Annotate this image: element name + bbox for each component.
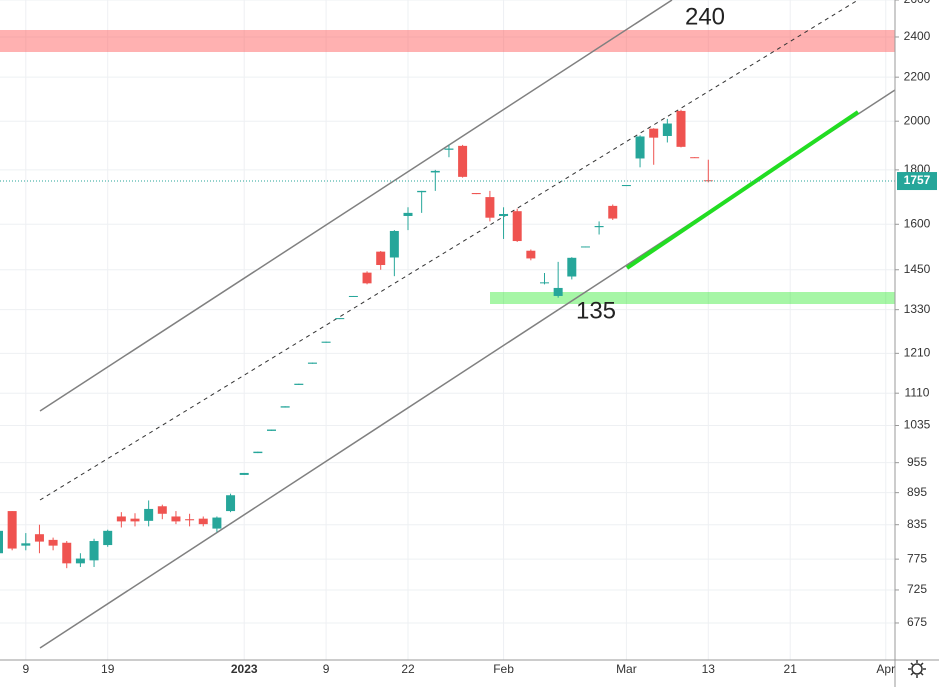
y-tick-label: 675 bbox=[907, 615, 927, 629]
candle-body bbox=[185, 519, 195, 521]
candle-body bbox=[130, 518, 140, 522]
candle-body bbox=[103, 530, 113, 546]
candle-body bbox=[430, 170, 440, 173]
candle-body bbox=[34, 534, 44, 542]
y-tick-label: 1450 bbox=[904, 262, 931, 276]
candle-body bbox=[198, 518, 208, 525]
y-tick-label: 1210 bbox=[904, 346, 931, 360]
x-tick-label: 22 bbox=[401, 662, 415, 676]
channel-upper bbox=[39, 0, 673, 412]
candle-body bbox=[580, 246, 590, 248]
candle-body bbox=[526, 250, 536, 259]
candle-body bbox=[676, 110, 686, 147]
candle-body bbox=[649, 128, 659, 138]
candle-body bbox=[348, 295, 358, 297]
candle-body bbox=[635, 136, 645, 159]
candle-body bbox=[239, 472, 249, 475]
candle-body bbox=[485, 197, 495, 218]
candle-body bbox=[226, 495, 236, 512]
candle-body bbox=[62, 542, 72, 564]
candle-body bbox=[0, 530, 3, 554]
candle-body bbox=[307, 362, 317, 364]
candle-body bbox=[499, 214, 509, 216]
x-tick-label: 9 bbox=[22, 662, 29, 676]
x-tick-label: 19 bbox=[101, 662, 115, 676]
y-tick-label: 1330 bbox=[904, 302, 931, 316]
y-tick-label: 725 bbox=[907, 582, 927, 596]
candle-body bbox=[253, 451, 263, 454]
y-tick-label: 2200 bbox=[904, 69, 931, 83]
x-tick-label: 21 bbox=[784, 662, 798, 676]
trend-line bbox=[625, 110, 860, 270]
y-tick-label: 835 bbox=[907, 517, 927, 531]
settings-icon[interactable] bbox=[908, 660, 926, 678]
price-tag bbox=[897, 172, 937, 191]
candle-body bbox=[594, 226, 604, 228]
candle-body bbox=[444, 148, 454, 150]
y-tick-label: 2600 bbox=[904, 0, 931, 6]
candle-body bbox=[212, 517, 222, 529]
candle-body bbox=[280, 406, 290, 408]
y-tick-label: 1600 bbox=[904, 216, 931, 230]
annotation: 240 bbox=[685, 3, 725, 30]
support-zone bbox=[490, 292, 895, 304]
candle-body bbox=[403, 212, 413, 216]
candle-body bbox=[621, 185, 631, 187]
candle-body bbox=[417, 190, 427, 193]
candle-body bbox=[89, 541, 99, 561]
candle-body bbox=[553, 287, 563, 296]
candle-body bbox=[321, 341, 331, 343]
y-tick-label: 775 bbox=[907, 551, 927, 565]
candle-body bbox=[21, 543, 31, 546]
candle-body bbox=[389, 230, 399, 258]
axes: 675 725 775 835 895 955 1035 1110 1210 1330 1450 16… bbox=[22, 0, 937, 676]
candle-body bbox=[75, 558, 85, 564]
candle-body bbox=[567, 257, 577, 277]
candle-body bbox=[471, 193, 481, 195]
candle-body bbox=[116, 516, 126, 522]
y-tick-label: 2400 bbox=[904, 29, 931, 43]
x-tick-label: Mar bbox=[616, 662, 637, 676]
y-tick-label: 895 bbox=[907, 485, 927, 499]
candle-body bbox=[294, 383, 304, 385]
y-tick-label: 1110 bbox=[905, 385, 930, 399]
candle-body bbox=[608, 205, 618, 219]
y-tick-label: 1035 bbox=[904, 418, 931, 432]
candle-body bbox=[267, 429, 276, 431]
candle-body bbox=[540, 282, 549, 284]
candle-body bbox=[144, 508, 154, 521]
candle-body bbox=[335, 318, 345, 320]
candle-body bbox=[458, 145, 468, 177]
candle-body bbox=[362, 272, 372, 284]
x-tick-label: Feb bbox=[493, 662, 514, 676]
x-tick-label: 9 bbox=[323, 662, 330, 676]
candle-body bbox=[171, 516, 181, 522]
price-tag-label: 1757 bbox=[904, 173, 931, 187]
candle-body bbox=[376, 251, 386, 266]
resistance-zone bbox=[0, 30, 895, 52]
y-tick-label: 2000 bbox=[904, 113, 931, 127]
drawings bbox=[0, 0, 895, 649]
candle-body bbox=[48, 539, 58, 546]
candle-body bbox=[157, 506, 167, 514]
candle-body bbox=[662, 123, 672, 136]
x-tick-label: 13 bbox=[702, 662, 716, 676]
x-tick-label: Apr bbox=[876, 662, 895, 676]
candle-body bbox=[512, 211, 522, 242]
candle-body bbox=[690, 157, 700, 159]
candle-body bbox=[7, 511, 17, 549]
grid bbox=[0, 0, 895, 660]
y-tick-label: 955 bbox=[907, 455, 927, 469]
x-tick-label: 2023 bbox=[231, 662, 258, 676]
candles bbox=[0, 109, 895, 569]
annotation: 135 bbox=[576, 297, 616, 324]
